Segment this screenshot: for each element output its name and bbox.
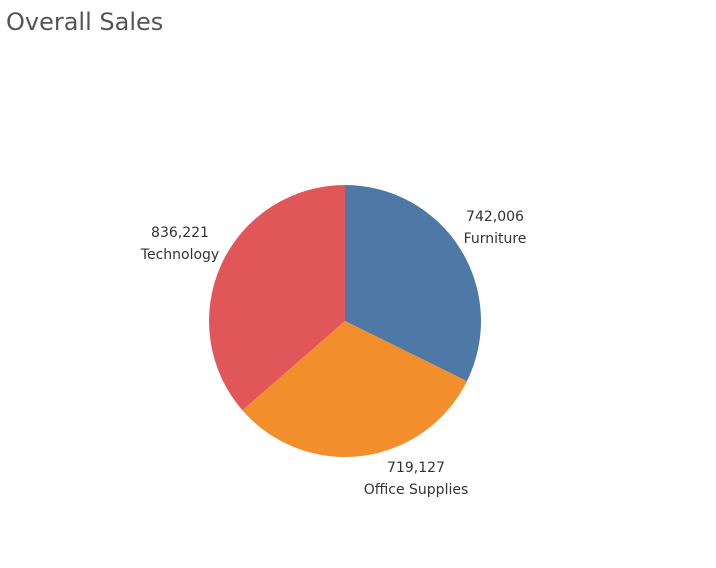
- pie-slice-technology[interactable]: [209, 185, 345, 411]
- slice-category-label: Furniture: [464, 231, 527, 247]
- slice-value-label: 836,221: [151, 225, 209, 241]
- slice-value-label: 742,006: [466, 209, 524, 225]
- pie-slice-furniture[interactable]: [345, 185, 481, 382]
- slice-value-label: 719,127: [387, 460, 445, 476]
- pie-slice-office-supplies[interactable]: [242, 321, 467, 457]
- slice-category-label: Technology: [140, 247, 219, 263]
- slice-category-label: Office Supplies: [364, 482, 469, 498]
- chart-title: Overall Sales: [6, 8, 164, 36]
